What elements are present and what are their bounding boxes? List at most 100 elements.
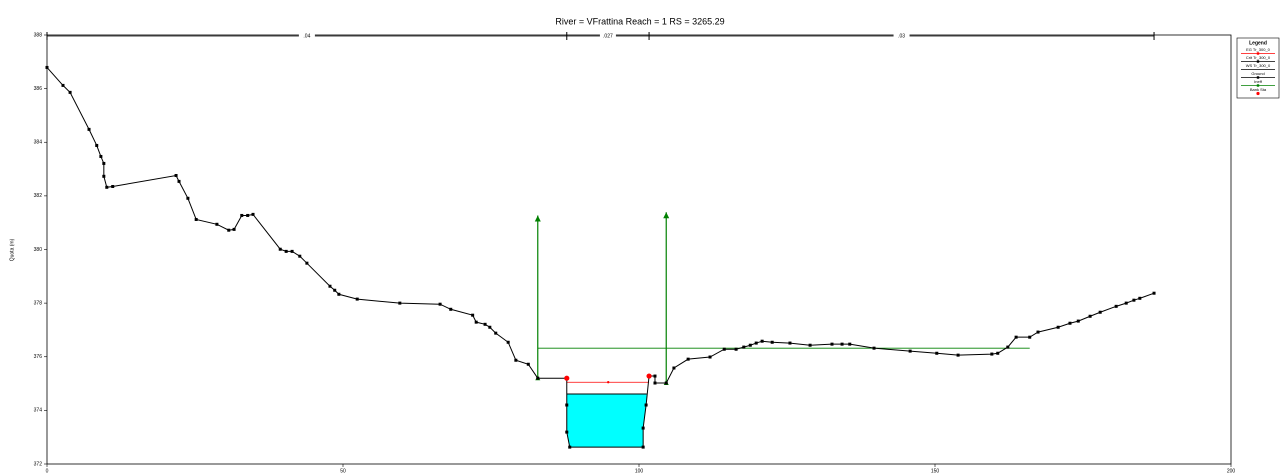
ground-point (95, 143, 99, 147)
x-tick-label: 150 (931, 468, 940, 474)
ground-point (754, 341, 758, 345)
ground-point (177, 179, 181, 183)
legend-label: EG Tr_300_0 (1246, 47, 1271, 52)
ground-point (1138, 296, 1142, 300)
ground-point (1056, 325, 1060, 329)
ground-point (328, 284, 332, 288)
ground-point (305, 261, 309, 265)
ground-point (194, 217, 198, 221)
ground-point (565, 430, 569, 434)
ground-point (830, 342, 834, 346)
ground-point (742, 345, 746, 349)
water-fill (566, 394, 647, 448)
x-tick-label: 50 (340, 468, 346, 474)
ground-point (290, 249, 294, 253)
ground-point (1036, 330, 1040, 334)
ground-point (664, 381, 668, 385)
y-tick-label: 384 (34, 140, 43, 146)
ground-point (474, 320, 478, 324)
manning-label-bg (599, 33, 616, 39)
manning-label-bg (893, 33, 910, 39)
manning-label-bg (298, 33, 315, 39)
ground-point (760, 339, 764, 343)
x-tick-label: 0 (46, 468, 49, 474)
y-tick-label: 386 (34, 86, 43, 92)
ground-point (990, 352, 994, 356)
y-tick-label: 376 (34, 354, 43, 360)
ground-point (565, 403, 569, 407)
ground-point (808, 343, 812, 347)
ground-point (111, 184, 115, 188)
bank-station (646, 373, 652, 379)
ground-point (708, 355, 712, 359)
ground-point (102, 161, 106, 165)
y-tick-label: 378 (34, 300, 43, 306)
ground-point (770, 340, 774, 344)
ground-point (872, 346, 876, 350)
manning-label: .04 (303, 33, 310, 39)
ineff-arrow-head (663, 212, 670, 219)
ground-point (45, 65, 49, 69)
profile-point (607, 381, 610, 384)
ground-point (1068, 321, 1072, 325)
ground-point (506, 340, 510, 344)
ground-point (1028, 335, 1032, 339)
ground-point (956, 353, 960, 357)
legend-label: Crit Tr_300_0 (1246, 55, 1271, 60)
ground-point (788, 341, 792, 345)
legend-swatch-point (1256, 76, 1260, 79)
ground-point (848, 342, 852, 346)
ground-point (337, 292, 341, 296)
ground-point (240, 213, 244, 217)
ground-point (536, 376, 540, 380)
ground-point (298, 254, 302, 258)
ground-point (653, 381, 657, 385)
ground-point (246, 213, 250, 217)
ground-point (568, 445, 572, 449)
ground-point (99, 154, 103, 158)
legend-swatch-point (1256, 84, 1260, 87)
legend-swatch-point (1256, 52, 1260, 55)
ground-point (840, 342, 844, 346)
x-tick-label: 200 (1227, 468, 1236, 474)
manning-label: .027 (603, 33, 613, 39)
ground-point (87, 127, 91, 131)
ground-point (996, 351, 1000, 355)
y-axis-label: Quota (m) (9, 238, 15, 261)
x-tick-label: 100 (635, 468, 644, 474)
ground-point (641, 445, 645, 449)
ground-point (186, 196, 190, 200)
ground-point (449, 307, 453, 311)
ground-point (284, 249, 288, 253)
ground-point (734, 347, 738, 351)
ground-point (1114, 304, 1118, 308)
ground-point (908, 349, 912, 353)
ground-point (438, 302, 442, 306)
ground-point (61, 83, 65, 87)
ground-point (494, 331, 498, 335)
ground-point (1098, 310, 1102, 314)
ground-point (1014, 335, 1018, 339)
ground-point (641, 426, 645, 430)
y-tick-label: 382 (34, 193, 43, 199)
ground-point (1076, 319, 1080, 323)
ground-point (483, 322, 487, 326)
ground-point (1132, 298, 1136, 302)
ground-point (1152, 291, 1156, 295)
ground-point (1006, 345, 1010, 349)
chart-title: River = VFrattina Reach = 1 RS = 3265.29 (555, 16, 724, 26)
legend-title: Legend (1249, 40, 1267, 46)
y-tick-label: 372 (34, 461, 43, 467)
y-tick-label: 388 (34, 32, 43, 38)
ground-point (748, 343, 752, 347)
legend-swatch (1256, 91, 1260, 96)
legend-label: Bank Sta (1250, 87, 1267, 92)
ground-point (174, 173, 178, 177)
legend-label: Ineff (1254, 79, 1263, 84)
ground-point (672, 366, 676, 370)
ground-point (105, 185, 109, 189)
y-tick-label: 374 (34, 408, 43, 414)
ground-point (227, 228, 231, 232)
ground-point (722, 347, 726, 351)
